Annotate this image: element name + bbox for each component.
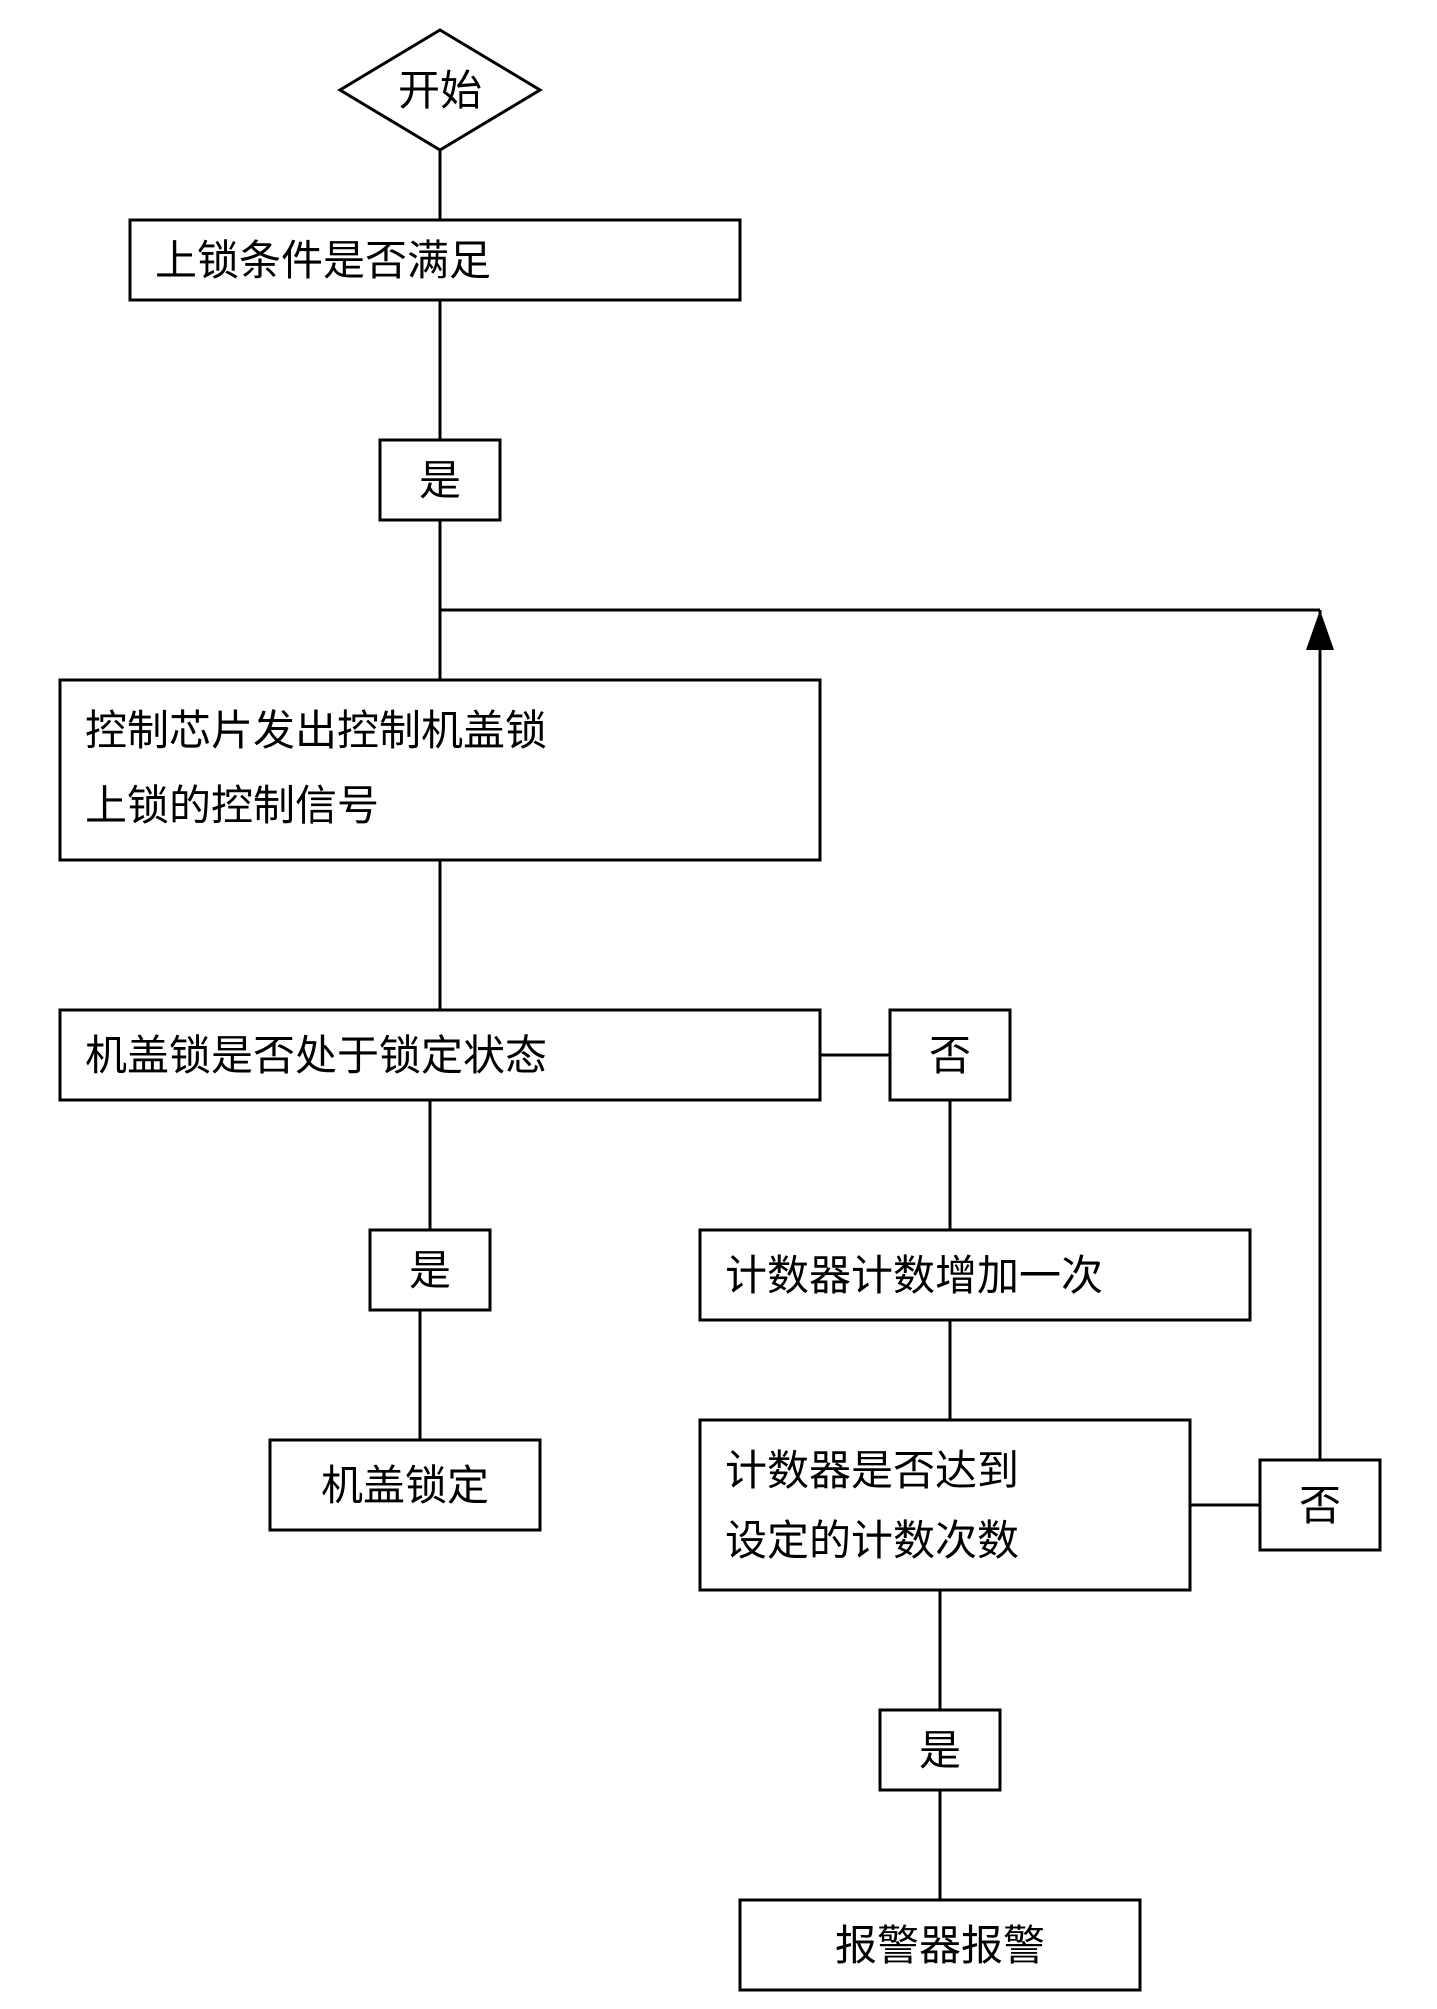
cond-lock-label: 上锁条件是否满足: [155, 238, 491, 285]
counter-inc-label: 计数器计数增加一次: [725, 1254, 1103, 1300]
yes1-label: 是: [419, 459, 461, 505]
cond-count-line2: 设定的计数次数: [725, 1518, 1019, 1565]
yes2-label: 是: [409, 1249, 451, 1295]
cond-locked-label: 机盖锁是否处于锁定状态: [85, 1033, 547, 1080]
send-signal-line1: 控制芯片发出控制机盖锁: [85, 708, 547, 755]
node-locked-done: 机盖锁定: [270, 1440, 540, 1530]
yes3-label: 是: [919, 1729, 961, 1775]
node-cond-count: 计数器是否达到 设定的计数次数: [700, 1420, 1190, 1590]
send-signal-line2: 上锁的控制信号: [85, 783, 379, 830]
no2-label: 否: [1299, 1484, 1341, 1530]
arrowhead-icon: [1306, 610, 1334, 650]
node-cond-locked: 机盖锁是否处于锁定状态: [60, 1010, 820, 1100]
node-yes1: 是: [380, 440, 500, 520]
start-label: 开始: [398, 69, 482, 115]
node-yes3: 是: [880, 1710, 1000, 1790]
node-counter-inc: 计数器计数增加一次: [700, 1230, 1250, 1320]
locked-done-label: 机盖锁定: [321, 1463, 489, 1510]
node-cond-lock: 上锁条件是否满足: [130, 220, 740, 300]
node-no2: 否: [1260, 1460, 1380, 1550]
alarm-label: 报警器报警: [835, 1924, 1045, 1970]
node-yes2: 是: [370, 1230, 490, 1310]
node-no1: 否: [890, 1010, 1010, 1100]
node-alarm: 报警器报警: [740, 1900, 1140, 1990]
no1-label: 否: [929, 1034, 971, 1080]
edges: [420, 150, 1334, 1900]
node-start: 开始: [340, 30, 540, 150]
flowchart-canvas: 开始 上锁条件是否满足 是 控制芯片发出控制机盖锁 上锁的控制信号 机盖锁是否处…: [0, 0, 1437, 2009]
cond-count-line1: 计数器是否达到: [725, 1449, 1019, 1495]
node-send-signal: 控制芯片发出控制机盖锁 上锁的控制信号: [60, 680, 820, 860]
